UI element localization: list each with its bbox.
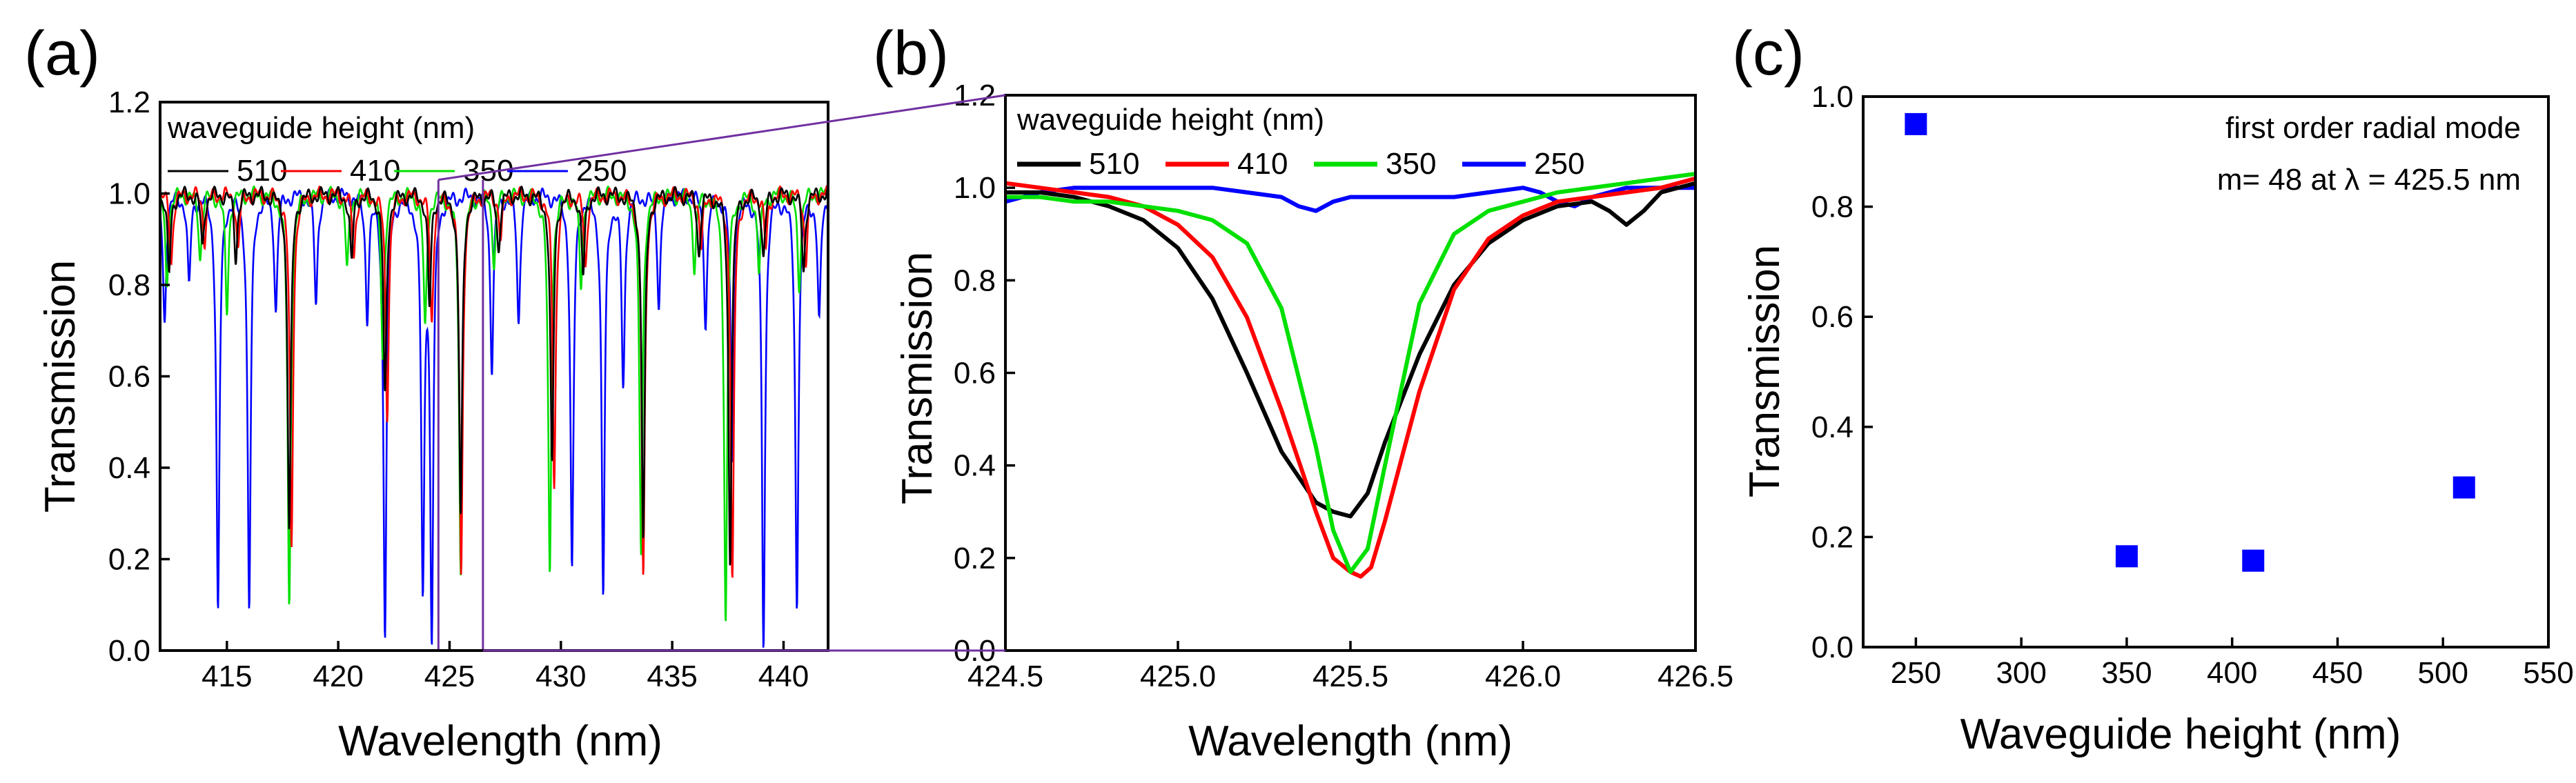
panel-c-y-tick-label: 0.4 xyxy=(1811,410,1854,444)
panel-label-a: (a) xyxy=(24,19,100,88)
panel-c-x-tick-label: 350 xyxy=(2101,656,2152,690)
panel-a-x-tick-label: 420 xyxy=(313,660,363,693)
panel-c-y-tick-label: 1.0 xyxy=(1811,80,1854,114)
panel-a-legend-title: waveguide height (nm) xyxy=(167,111,475,145)
panel-c-x-tick-label: 450 xyxy=(2312,656,2363,690)
panel-b-y-axis-title: Transmission xyxy=(894,252,941,504)
panel-a-y-tick-label: 0.4 xyxy=(108,451,150,485)
panel-b-x-axis-title: Wavelength (nm) xyxy=(1188,717,1513,765)
panel-c-x-tick-label: 550 xyxy=(2523,656,2573,690)
panel-c-y-tick-label: 0.0 xyxy=(1811,631,1854,664)
panel-c-point-3 xyxy=(2452,476,2475,499)
panel-b-series-group xyxy=(1005,172,1695,579)
panel-a-x-tick-label: 435 xyxy=(647,660,697,693)
panel-b-legend-label-510: 510 xyxy=(1089,147,1139,181)
panel-a-legend-label-410: 410 xyxy=(350,154,400,188)
panel-a-y-axis-title: Transmission xyxy=(37,260,84,513)
panel-a-y-tick-label: 0.6 xyxy=(108,360,150,394)
panel-a-legend-label-510: 510 xyxy=(237,154,287,188)
panel-b-legend-label-250: 250 xyxy=(1534,147,1584,181)
panel-a-y-tick-label: 1.2 xyxy=(108,86,150,119)
panel-a-x-tick-label: 415 xyxy=(201,660,252,693)
panel-c-frame xyxy=(1862,95,2550,648)
panel-label-c: (c) xyxy=(1732,19,1805,88)
panel-b-y-tick-label: 1.0 xyxy=(954,171,996,205)
zoom-connector-top xyxy=(438,94,1006,181)
panel-b-y-tick-label: 0.4 xyxy=(954,449,996,483)
panel-b-x-tick-label: 425.5 xyxy=(1312,660,1388,693)
panel-a-x-tick-label: 430 xyxy=(535,660,586,693)
panel-b-y-tick-label: 1.2 xyxy=(954,79,996,112)
panel-c-y-tick-label: 0.6 xyxy=(1811,300,1854,334)
panel-c-x-tick-label: 250 xyxy=(1891,656,1941,690)
panel-a-x-tick-label: 440 xyxy=(758,660,809,693)
plot-layer: 415 420 425 430 435 440 0.0 0.2 0.4 0.6 0.8 1.0 1.2 4… xyxy=(108,79,2574,693)
panel-a-y-tick-label: 0.2 xyxy=(108,543,150,577)
panel-c-x-tick-label: 300 xyxy=(1996,656,2046,690)
panel-b-series-510-line xyxy=(1005,181,1695,519)
panel-b-legend-label-410: 410 xyxy=(1237,147,1288,181)
panel-c-y-tick-label: 0.8 xyxy=(1811,190,1854,224)
panel-a-series-group xyxy=(160,184,828,648)
panel-c-x-axis-title: Waveguide height (nm) xyxy=(1960,711,2401,758)
panel-a-y-tick-label: 0.0 xyxy=(108,634,150,668)
panel-c-y-axis-title: Transmission xyxy=(1741,245,1789,497)
panel-a-series-510-line xyxy=(160,185,828,566)
panel-b-series-250-line xyxy=(1005,186,1695,213)
panel-a-x-tick-label: 425 xyxy=(424,660,475,693)
panel-c-y-tick-label: 0.2 xyxy=(1811,520,1854,554)
panel-label-b: (b) xyxy=(873,19,949,88)
panel-b-y-tick-label: 0.8 xyxy=(954,264,996,297)
panel-c-point-2 xyxy=(2242,549,2265,572)
panel-b-x-tick-label: 424.5 xyxy=(967,660,1043,693)
panel-a-x-axis-title: Wavelength (nm) xyxy=(338,717,662,765)
panel-a-y-tick-label: 1.0 xyxy=(108,177,150,211)
panel-a-y-tick-label: 0.8 xyxy=(108,268,150,302)
panel-b-legend-title: waveguide height (nm) xyxy=(1016,103,1324,137)
panel-c-x-tick-label: 400 xyxy=(2207,656,2257,690)
panel-b-x-tick-label: 426.0 xyxy=(1485,660,1561,693)
panel-c-annotation-line-1: first order radial mode xyxy=(2225,111,2521,145)
panel-a-legend-label-250: 250 xyxy=(576,154,627,188)
panel-b-y-tick-label: 0.2 xyxy=(954,542,996,575)
panel-b-x-tick-label: 425.0 xyxy=(1140,660,1216,693)
panel-b-legend-label-350: 350 xyxy=(1386,147,1436,181)
panel-b-x-tick-label: 426.5 xyxy=(1658,660,1733,693)
panel-c-point-0 xyxy=(1905,112,1927,135)
panel-c-annotation-line-2: m= 48 at λ = 425.5 nm xyxy=(2217,163,2521,197)
panel-b-y-tick-label: 0.6 xyxy=(954,357,996,390)
panel-c-x-tick-label: 500 xyxy=(2418,656,2468,690)
panel-b-series-350-line xyxy=(1005,172,1695,574)
panel-c-point-1 xyxy=(2115,545,2138,568)
